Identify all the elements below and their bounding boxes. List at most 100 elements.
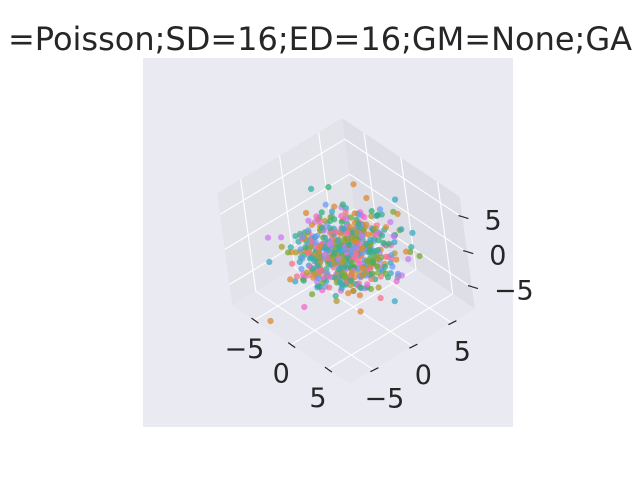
scatter-point-439	[305, 249, 312, 256]
scatter-point-553	[332, 228, 339, 235]
scatter-point-255	[357, 284, 364, 291]
scatter-point-7	[309, 291, 316, 298]
x-tick-mark	[324, 366, 333, 373]
scatter-point-593	[372, 225, 379, 232]
scatter-point-423	[370, 259, 377, 266]
scatter-point-526	[327, 239, 334, 246]
scatter-point-549	[341, 235, 348, 242]
z-tick-mark	[463, 250, 474, 255]
scatter-point-522	[385, 240, 392, 247]
scatter-point-368	[358, 264, 365, 271]
scatter-point-506	[264, 234, 272, 241]
scatter-point-596	[390, 208, 397, 215]
scatter-point-576	[367, 236, 374, 243]
scatter-point-167	[296, 258, 303, 266]
scatter-point-547	[321, 251, 329, 258]
x-tick-mark	[251, 317, 259, 324]
scatter-point-523	[284, 249, 292, 256]
scatter-point-585	[344, 229, 351, 236]
scatter-point-538	[302, 244, 309, 251]
scatter-point-239	[395, 270, 402, 277]
scatter-point-3	[377, 295, 384, 302]
scatter-point-594	[338, 213, 345, 220]
x-tick-mark	[287, 342, 296, 349]
scatter-point-339	[297, 246, 304, 253]
scatter-point-203	[348, 277, 355, 284]
scatter-point-12	[350, 287, 357, 294]
scatter-point-404	[342, 274, 349, 281]
grid-line-x-back	[437, 181, 454, 294]
scatter-point-446	[373, 231, 380, 238]
scatter-point-251	[293, 273, 300, 280]
scatter-point-571	[359, 245, 366, 252]
scatter-point-556	[376, 206, 384, 213]
scatter-point-559	[308, 243, 315, 250]
scatter-point-424	[310, 265, 317, 272]
grid-line-z-left	[219, 138, 346, 215]
z-tick-label: −5	[494, 276, 534, 307]
scatter-point-590	[356, 224, 363, 231]
scatter-point-486	[403, 248, 410, 255]
y-tick-label: 0	[415, 360, 432, 391]
scatter-point-122	[393, 256, 400, 263]
scatter-point-574	[328, 208, 336, 215]
z-tick-label: 0	[489, 241, 506, 272]
x-tick-label: 0	[273, 359, 290, 390]
scatter-point-465	[287, 244, 294, 251]
scatter-point-98	[301, 303, 308, 311]
chart-title: =Poisson;SD=16;ED=16;GM=None;GA	[8, 20, 632, 58]
scatter-point-34	[266, 258, 273, 265]
scatter-point-0	[267, 317, 274, 325]
scatter-point-177	[289, 260, 296, 267]
scatter-point-537	[326, 224, 333, 232]
scatter-point-561	[349, 229, 356, 236]
scatter-point-28	[391, 298, 398, 305]
scatter-point-275	[408, 244, 415, 251]
scatter-point-581	[299, 233, 306, 240]
scatter-point-168	[375, 284, 382, 291]
scatter-point-554	[368, 213, 375, 220]
scatter-point-466	[292, 233, 299, 240]
scatter-point-38	[332, 292, 339, 300]
scatter-point-517	[305, 217, 312, 224]
scatter-point-453	[338, 218, 345, 225]
scatter-point-595	[363, 194, 370, 202]
scatter-point-492	[365, 231, 372, 238]
y-tick-mark	[409, 343, 418, 349]
scatter-point-586	[322, 201, 329, 208]
grid-line-x-floor	[327, 293, 454, 370]
z-tick-mark	[458, 215, 469, 220]
z-tick-label: 5	[484, 206, 501, 237]
scatter-point-221	[287, 276, 294, 283]
scatter-point-83	[345, 290, 352, 297]
scatter-point-546	[363, 240, 370, 247]
scatter-point-558	[335, 237, 342, 244]
scatter-point-592	[325, 184, 332, 191]
scatter-point-534	[409, 229, 416, 236]
scatter-point-229	[391, 239, 398, 246]
scatter-point-105	[364, 281, 371, 288]
scatter-point-542	[335, 244, 343, 251]
scatter-point-484	[348, 250, 355, 257]
scatter-point-557	[358, 233, 365, 240]
scatter-point-562	[343, 216, 350, 223]
scatter-point-512	[322, 245, 329, 252]
scatter-point-30	[292, 278, 299, 285]
scatter-point-109	[356, 292, 363, 299]
scatter-point-99	[333, 298, 340, 305]
scatter-point-59	[316, 283, 323, 290]
y-tick-label: 5	[454, 337, 471, 368]
scatter-point-516	[390, 232, 397, 239]
scatter-point-572	[347, 224, 354, 231]
scatter-point-513	[330, 260, 338, 267]
scatter-point-565	[387, 219, 394, 226]
scatter-point-551	[319, 224, 326, 231]
scatter-point-227	[337, 276, 344, 284]
grid-line-z-back	[344, 138, 463, 219]
scatter-point-70	[416, 252, 423, 260]
scatter-point-560	[303, 209, 310, 217]
scatter-point-477	[321, 217, 329, 225]
scatter-point-178	[315, 275, 322, 282]
